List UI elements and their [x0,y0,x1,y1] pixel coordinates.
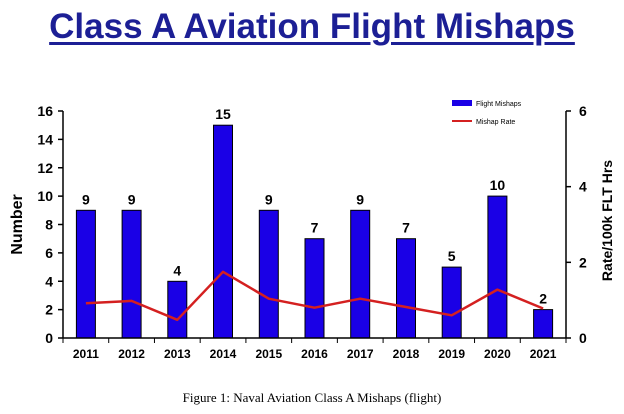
x-tick-label: 2013 [164,347,191,361]
x-tick-label: 2014 [210,347,237,361]
bar-value-label: 7 [311,220,319,236]
x-tick-label: 2016 [301,347,328,361]
y2-tick-label: 4 [579,179,587,195]
x-tick-label: 2018 [393,347,420,361]
y-tick-label: 4 [45,273,53,289]
labels-layer: 9 9 4 15 9 7 9 7 5 10 2 [82,106,547,306]
bar-2020 [487,195,508,339]
bar-2015 [258,209,279,339]
y-axis-title: Number [9,194,26,254]
bar-value-label: 5 [448,248,456,264]
legend: Flight Mishaps Mishap Rate [452,100,522,126]
bar-2011 [75,209,96,339]
bar-2021 [533,309,554,339]
legend-swatch-bar [452,100,472,106]
x-tick-label: 2017 [347,347,374,361]
y-tick-label: 10 [37,188,53,204]
x-tick-label: 2020 [484,347,511,361]
bar-value-label: 7 [402,220,410,236]
bar-value-label: 9 [356,191,364,207]
bar-value-label: 15 [215,106,231,122]
bar-value-label: 10 [490,177,506,193]
chart-title: Class A Aviation Flight Mishaps [49,7,575,46]
bar-2014 [213,124,233,339]
y-tick-label: 16 [37,103,53,119]
bar-2012 [121,209,142,339]
bar-value-label: 9 [128,191,136,207]
bar-value-label: 9 [82,191,90,207]
bar-value-label: 9 [265,191,273,207]
bar-2018 [396,238,416,339]
bars-layer [75,124,554,339]
y2-axis-title: Rate/100k FLT Hrs [599,160,615,281]
bar-2016 [304,238,325,339]
legend-label-mishap-rate: Mishap Rate [476,119,515,126]
bar-2019 [441,266,462,339]
bar-2017 [350,209,371,339]
x-tick-label: 2019 [438,347,465,361]
y-tick-label: 12 [37,160,53,176]
y-tick-label: 6 [45,245,53,261]
y-tick-label: 14 [37,131,53,147]
y-tick-label: 8 [45,217,53,233]
bar-value-label: 2 [539,291,547,307]
x-tick-label: 2015 [255,347,282,361]
y-tick-label: 0 [45,330,53,346]
rate-line-layer [85,270,544,322]
x-tick-label: 2011 [73,347,99,361]
x-tick-label: 2021 [530,347,557,361]
y-tick-label: 2 [45,302,53,318]
bar-value-label: 4 [173,262,181,278]
y2-tick-label: 6 [579,103,587,119]
axes-layer: 0 2 4 6 8 10 12 14 16 0 2 4 6 2011 2012 2013 2014 2015 201… [9,103,615,361]
x-tick-label: 2012 [118,347,145,361]
y2-tick-label: 2 [579,254,587,270]
bar-2013 [167,280,188,339]
figure-caption: Figure 1: Naval Aviation Class A Mishaps… [182,390,442,405]
y2-tick-label: 0 [579,330,587,346]
legend-label-flight-mishaps: Flight Mishaps [476,101,522,108]
